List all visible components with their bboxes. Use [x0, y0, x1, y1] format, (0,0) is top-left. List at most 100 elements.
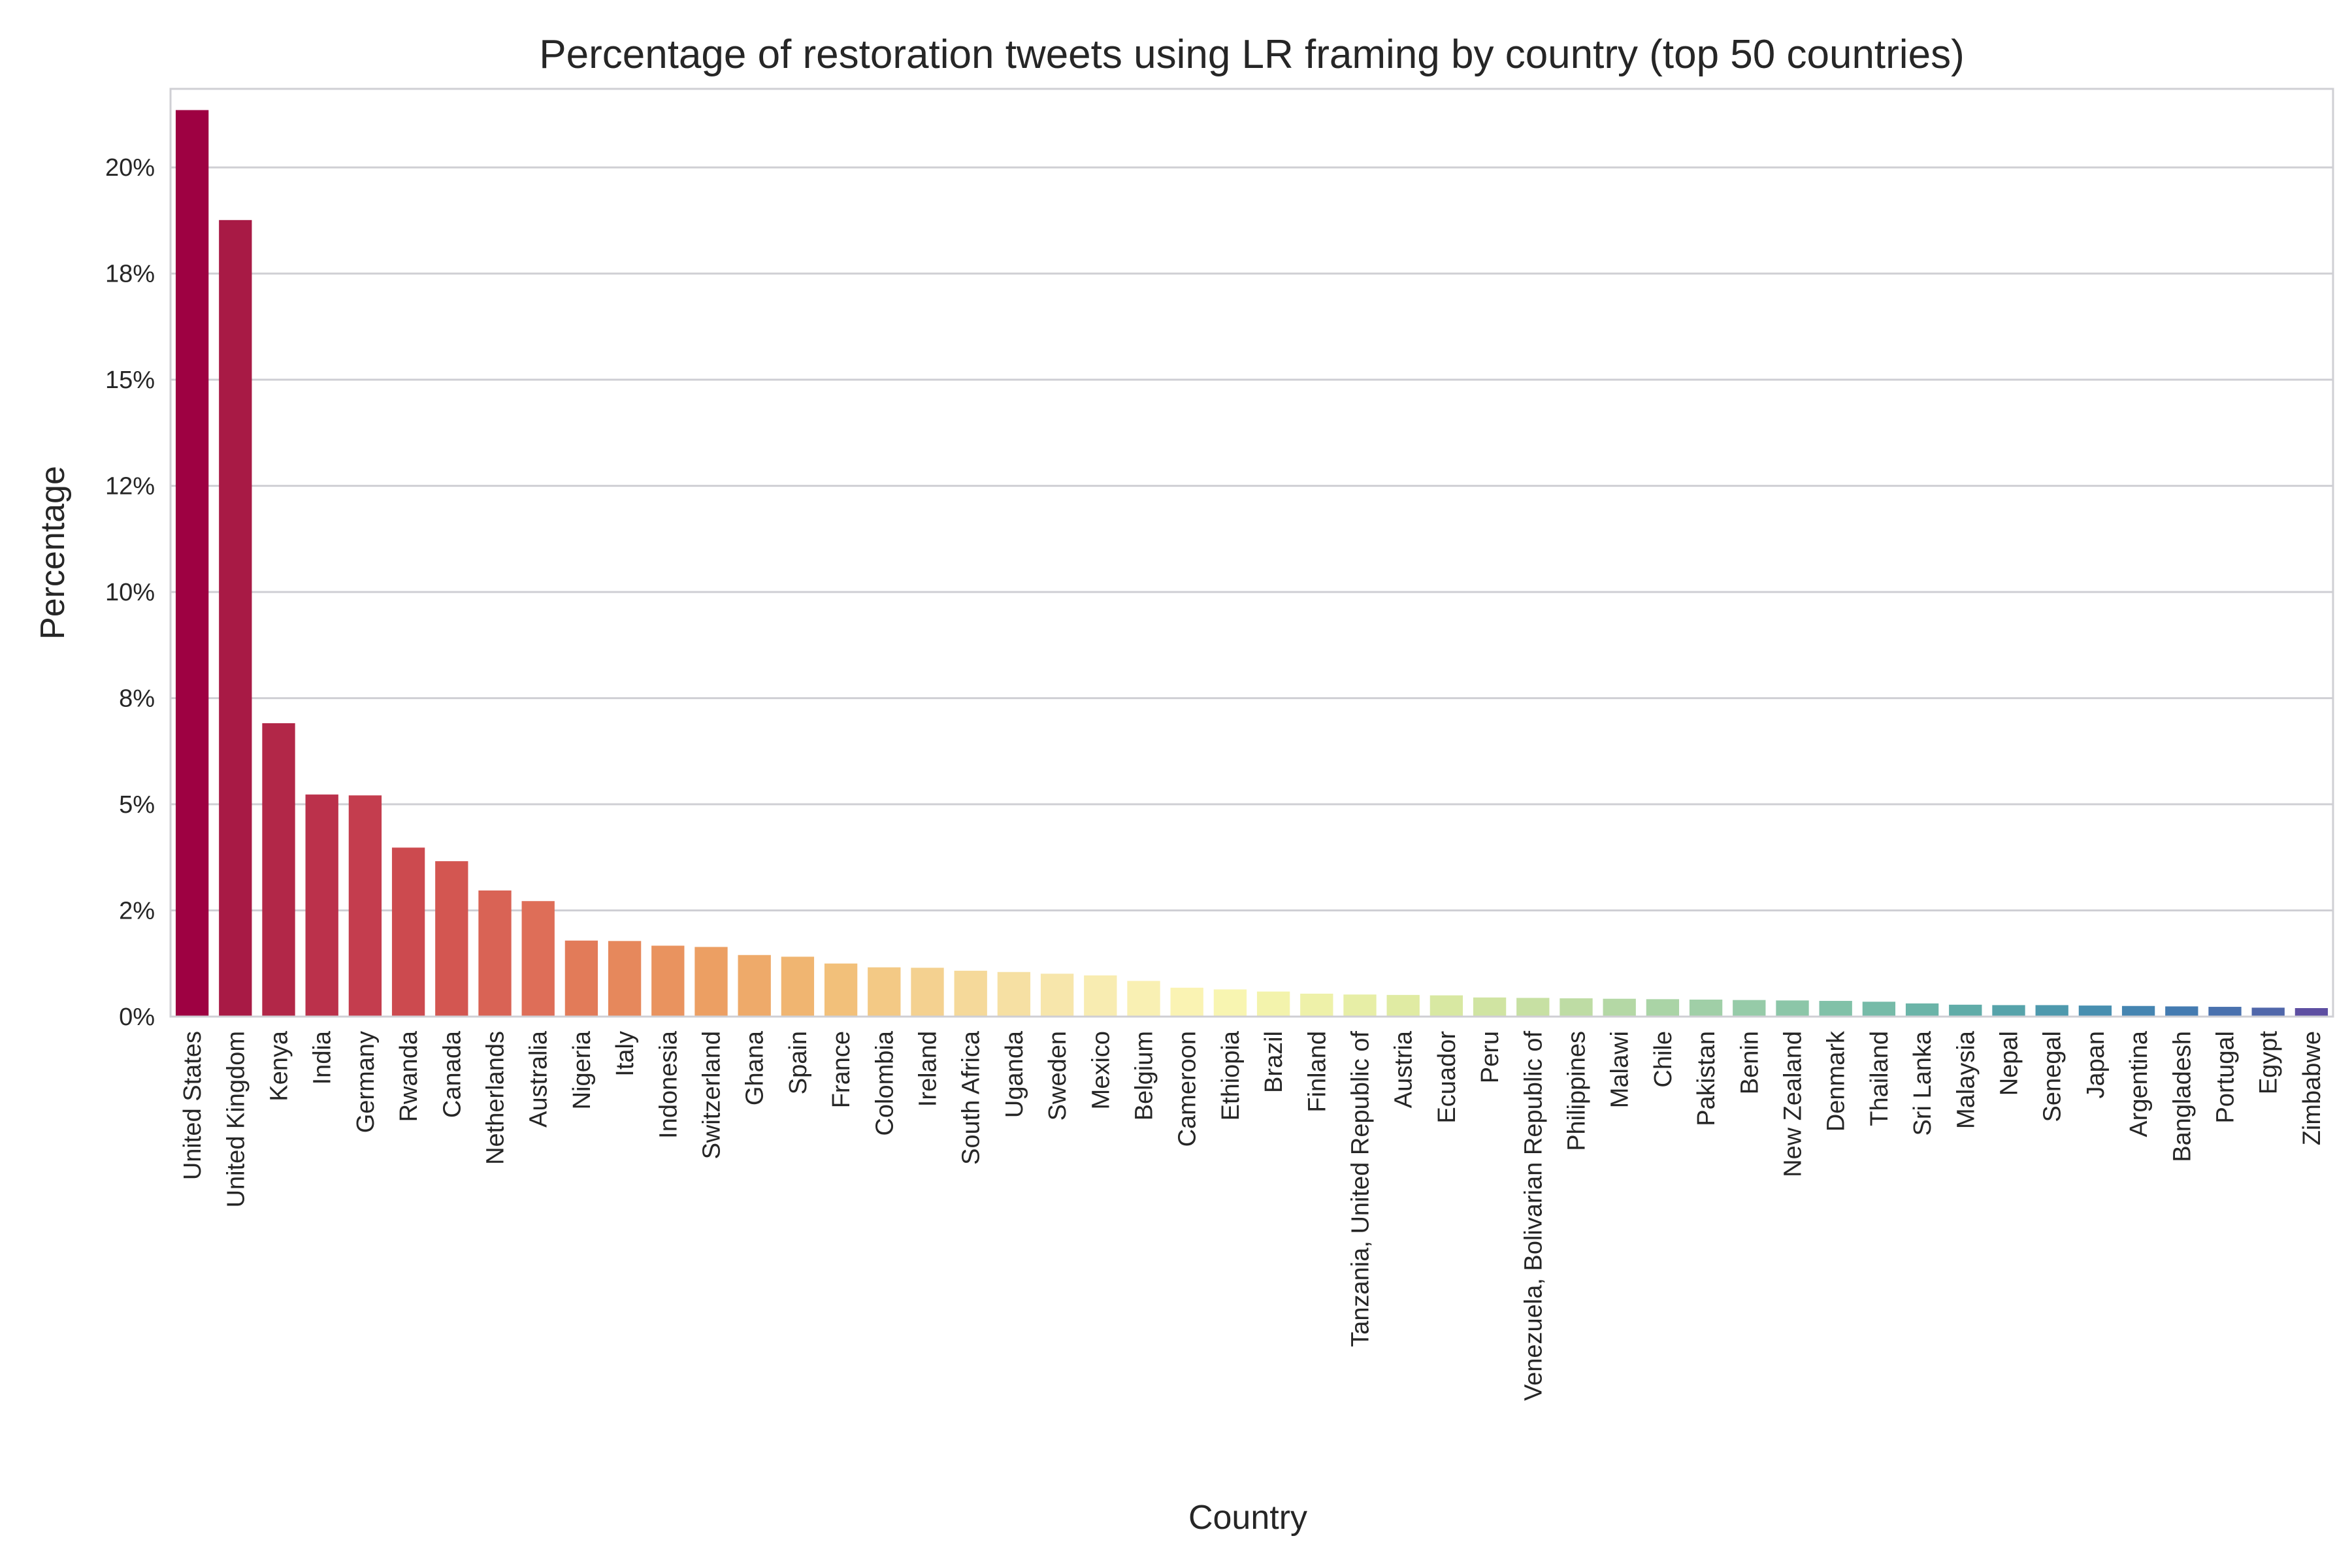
bar [435, 861, 468, 1017]
bar [305, 794, 338, 1017]
bar [738, 955, 771, 1017]
x-tick-label: Thailand [1866, 1031, 1893, 1126]
bar [2078, 1005, 2112, 1017]
x-tick-label: Belgium [1131, 1031, 1158, 1120]
y-tick-label: 0% [119, 1004, 155, 1031]
y-tick-label: 15% [105, 367, 155, 394]
x-tick-label: Uganda [1001, 1030, 1028, 1118]
bar [391, 847, 425, 1017]
x-tick-label: France [828, 1031, 855, 1108]
x-tick-label: Nepal [1996, 1031, 2023, 1096]
x-tick-label: Finland [1303, 1031, 1331, 1113]
chart-title: Percentage of restoration tweets using L… [539, 32, 1964, 77]
bar [1170, 987, 1203, 1017]
x-tick-label: Senegal [2039, 1031, 2066, 1122]
x-tick-label: Peru [1477, 1031, 1504, 1083]
x-tick-label: Sweden [1044, 1031, 1071, 1120]
x-tick-label: Bangladesh [2168, 1031, 2196, 1162]
bar [781, 956, 815, 1017]
bar [1689, 1000, 1723, 1017]
gridlines [171, 166, 2333, 912]
x-tick-label: Portugal [2212, 1031, 2240, 1124]
x-tick-label: Venezuela, Bolivarian Republic of [1520, 1031, 1547, 1401]
bar [1992, 1005, 2025, 1017]
x-tick-label: Benin [1736, 1031, 1763, 1094]
x-tick-label: Canada [438, 1030, 466, 1118]
x-tick-label: Switzerland [698, 1031, 726, 1159]
x-tick-label: Denmark [1823, 1030, 1850, 1132]
bar [1386, 994, 1420, 1017]
x-tick-label: Austria [1390, 1030, 1418, 1108]
x-tick-label: Tanzania, United Republic of [1347, 1031, 1375, 1347]
bar [1949, 1004, 1982, 1017]
x-tick-label: Ethiopia [1217, 1030, 1245, 1120]
bar [2121, 1005, 2155, 1017]
bar [1213, 989, 1247, 1017]
y-tick-label: 20% [105, 154, 155, 182]
y-axis-label: Percentage [34, 466, 72, 640]
bar [997, 972, 1031, 1017]
x-tick-label: Pakistan [1693, 1031, 1720, 1126]
bar [868, 967, 901, 1017]
bar [1862, 1002, 1896, 1017]
bar [2295, 1008, 2328, 1017]
y-tick-label: 18% [105, 261, 155, 288]
x-tick-label: Spain [785, 1031, 812, 1094]
bar [911, 968, 944, 1017]
y-tick-label: 5% [119, 791, 155, 819]
y-tick-labels: 0% 2% 5% 8% 10% 12% 15% 18% 20% [105, 154, 155, 1031]
bar [651, 945, 685, 1017]
x-axis-label: Country [1188, 1499, 1307, 1537]
x-tick-label: New Zealand [1780, 1031, 1807, 1177]
bar [1084, 975, 1117, 1017]
bar [1300, 993, 1333, 1017]
x-tick-label: United Kingdom [222, 1031, 250, 1207]
x-tick-label: Italy [612, 1031, 639, 1077]
x-tick-label: United States [179, 1031, 206, 1180]
x-tick-label: Brazil [1260, 1031, 1288, 1093]
x-tick-label: Argentina [2125, 1030, 2153, 1137]
x-tick-label: Kenya [266, 1030, 293, 1102]
bar [219, 220, 252, 1017]
bar [1776, 1000, 1809, 1017]
x-tick-label: Sri Lanka [1909, 1030, 1936, 1135]
bar [2208, 1007, 2242, 1017]
plot-frame [169, 88, 2334, 1018]
x-tick-label: Ecuador [1433, 1031, 1461, 1124]
bar [2251, 1007, 2285, 1017]
x-tick-label: Australia [525, 1030, 553, 1128]
bar [348, 795, 382, 1017]
x-tick-label: Chile [1650, 1031, 1677, 1088]
bar [2165, 1006, 2198, 1017]
bar [1256, 991, 1290, 1017]
bars [175, 110, 2328, 1017]
bar [2035, 1005, 2068, 1017]
bar [1429, 995, 1463, 1017]
x-tick-label: Zimbabwe [2298, 1031, 2326, 1145]
x-tick-label: Egypt [2255, 1031, 2283, 1095]
bar [954, 970, 987, 1017]
x-tick-label: Mexico [1087, 1031, 1115, 1109]
y-tick-label: 8% [119, 685, 155, 713]
bar [1819, 1000, 1852, 1017]
bar [1560, 998, 1593, 1017]
x-tick-label: Nigeria [568, 1030, 596, 1109]
x-tick-label: Malaysia [1952, 1030, 1980, 1129]
bar [1646, 999, 1680, 1017]
bar [1473, 997, 1507, 1017]
y-tick-label: 10% [105, 579, 155, 606]
bar [1905, 1003, 1939, 1017]
x-tick-label: Colombia [871, 1030, 898, 1135]
bar [1343, 994, 1377, 1017]
bar [564, 940, 598, 1017]
x-tick-label: Philippines [1563, 1031, 1591, 1151]
x-tick-label: Germany [352, 1031, 380, 1133]
x-tick-label: Netherlands [482, 1031, 510, 1165]
bar [1040, 973, 1074, 1017]
y-tick-label: 2% [119, 898, 155, 925]
x-tick-labels: United States United Kingdom Kenya India Ger… [179, 1030, 2326, 1401]
x-tick-label: Ghana [742, 1030, 769, 1105]
bar [521, 901, 555, 1017]
bar [175, 110, 209, 1017]
